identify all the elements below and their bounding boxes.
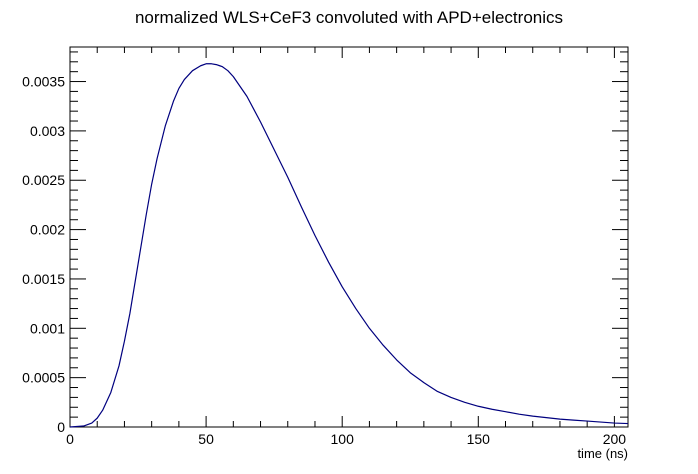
plot-frame bbox=[69, 46, 629, 428]
x-axis-title: time (ns) bbox=[577, 446, 628, 461]
x-tick-label: 200 bbox=[603, 431, 627, 447]
x-tick-label: 150 bbox=[467, 431, 491, 447]
x-tick-label: 100 bbox=[331, 431, 355, 447]
y-tick-label: 0.0005 bbox=[22, 370, 65, 386]
y-tick-label: 0.001 bbox=[30, 320, 65, 336]
plot-frame-rect bbox=[69, 46, 629, 428]
x-tick-label: 50 bbox=[198, 431, 214, 447]
axis-ticks bbox=[69, 47, 628, 428]
y-tick-label: 0.0035 bbox=[22, 74, 65, 90]
tick-labels: 0 50 100 150 200 0 0.0005 0.001 0.0015 0.002 0.002… bbox=[22, 74, 626, 447]
series-layer bbox=[69, 63, 629, 428]
y-tick-label: 0.0025 bbox=[22, 172, 65, 188]
y-tick-label: 0.0015 bbox=[22, 271, 65, 287]
y-tick-label: 0.002 bbox=[30, 222, 65, 238]
series-line bbox=[69, 63, 629, 428]
y-tick-label: 0.003 bbox=[30, 123, 65, 139]
y-tick-label: 0 bbox=[57, 419, 65, 435]
x-tick-label: 0 bbox=[66, 431, 74, 447]
chart-title: normalized WLS+CeF3 convoluted with APD+… bbox=[135, 8, 563, 27]
